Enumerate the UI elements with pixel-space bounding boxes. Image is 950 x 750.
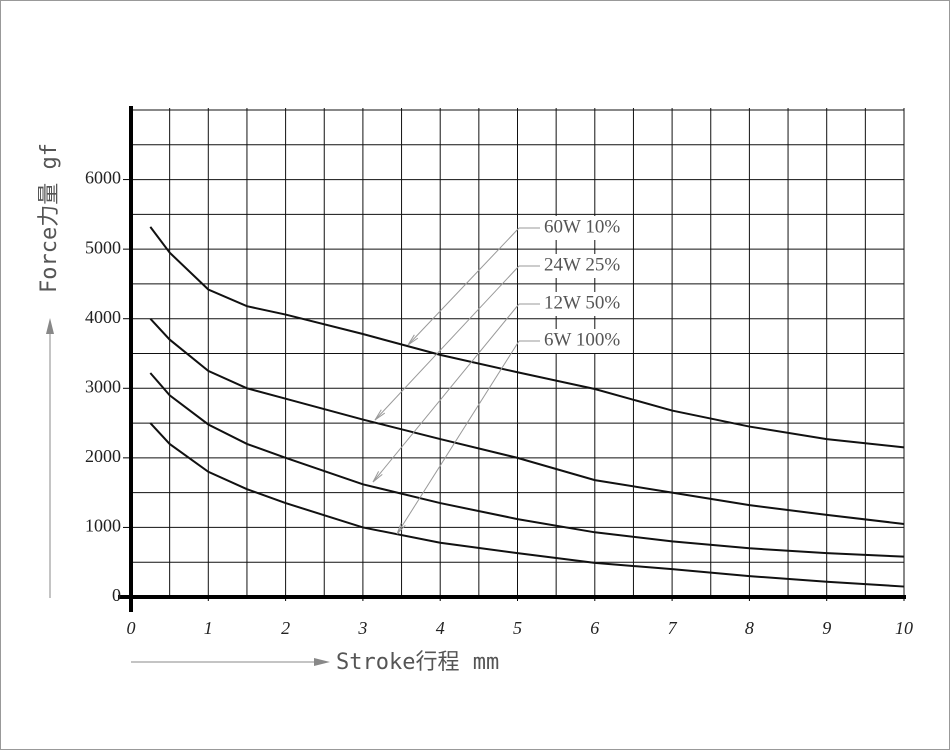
leader-arrowhead <box>396 522 406 535</box>
y-arrowhead <box>46 318 54 334</box>
y-axis-label: Force力量 gf <box>37 143 62 293</box>
legend-label: 60W 10% <box>544 216 620 237</box>
leader-line <box>396 340 520 535</box>
leader-line <box>374 265 520 421</box>
x-arrowhead <box>314 658 330 666</box>
series-line <box>149 226 905 449</box>
y-tick-label: 4000 <box>85 307 121 327</box>
legend-box <box>540 254 630 278</box>
series-line <box>149 372 905 558</box>
y-tick-label: 0 <box>112 585 121 605</box>
series-line <box>149 318 905 525</box>
leader-arrowhead <box>372 471 383 483</box>
x-tick-label: 2 <box>281 618 290 638</box>
x-axis-label: Stroke行程 mm <box>336 650 499 675</box>
leader-arrowhead <box>374 409 386 421</box>
leader-arrowhead <box>407 334 419 346</box>
x-tick-label: 0 <box>127 618 136 638</box>
legend-label: 24W 25% <box>544 254 620 275</box>
y-tick-label: 2000 <box>85 446 121 466</box>
x-tick-label: 5 <box>513 618 522 638</box>
legend-box <box>540 216 630 240</box>
legend-label: 6W 100% <box>544 329 620 350</box>
y-tick-label: 1000 <box>85 516 121 536</box>
x-tick-label: 7 <box>668 618 678 638</box>
x-tick-label: 1 <box>204 618 213 638</box>
x-tick-label: 10 <box>895 618 913 638</box>
legend-label: 12W 50% <box>544 292 620 313</box>
y-tick-label: 6000 <box>85 168 121 188</box>
x-tick-label: 6 <box>590 618 599 638</box>
y-tick-label: 3000 <box>85 376 121 396</box>
leader-line <box>407 227 520 346</box>
y-tick-label: 5000 <box>85 237 121 257</box>
x-tick-label: 9 <box>822 618 831 638</box>
x-tick-label: 3 <box>357 618 367 638</box>
x-tick-label: 4 <box>436 618 445 638</box>
x-tick-label: 8 <box>745 618 754 638</box>
legend-box <box>540 292 630 316</box>
leader-line <box>372 303 520 483</box>
legend-box <box>540 329 630 353</box>
grid <box>130 108 905 598</box>
series-line <box>149 422 905 588</box>
